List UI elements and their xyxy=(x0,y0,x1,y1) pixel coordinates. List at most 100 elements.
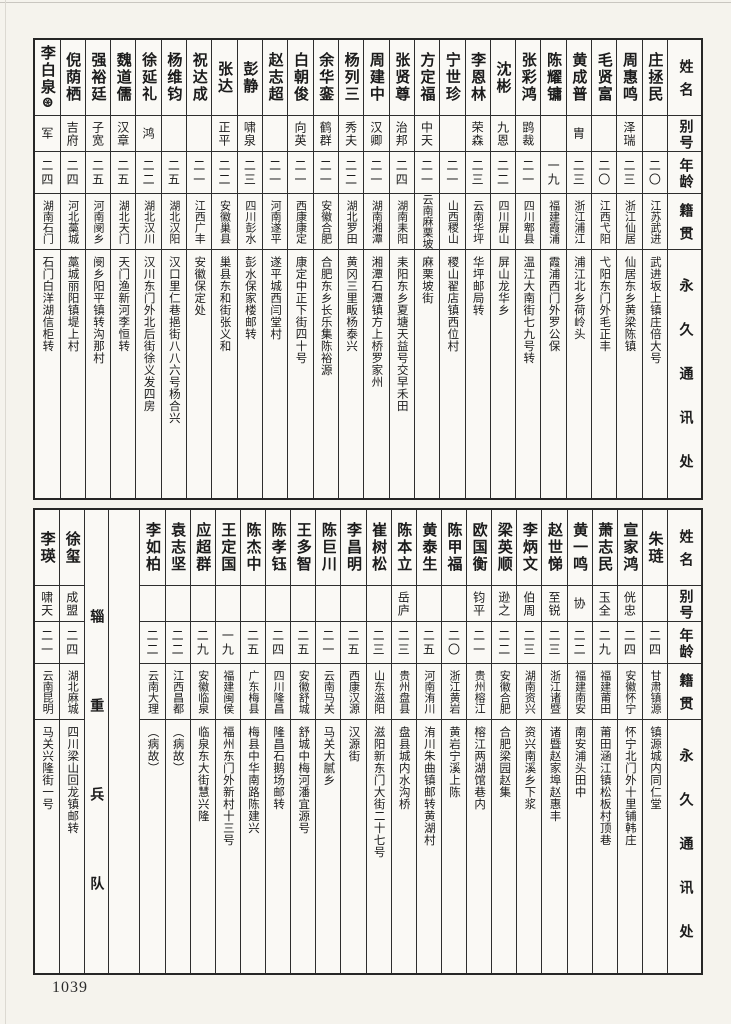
person-alias xyxy=(140,586,165,622)
person-age: 二一 xyxy=(467,622,492,664)
person-alias xyxy=(187,116,212,152)
person-age: 二二 xyxy=(212,152,237,194)
person-address: 湘潭石潭镇方上桥罗家州 xyxy=(370,256,383,388)
person-column: 魏道儒 汉章 二五 湖北天门 天门渔新河李恒转 xyxy=(110,40,136,498)
person-address: 榕江两湖馆巷内 xyxy=(473,726,486,810)
person-column: 白朝俊 向英 二一 西康康定 康定中正下街四十号 xyxy=(287,40,313,498)
person-address: 合肥东乡长乐集陈裕源 xyxy=(319,256,332,376)
person-address: 康定中正下街四十号 xyxy=(294,256,307,364)
person-name: 徐延礼 xyxy=(136,40,161,116)
person-alias: 子宽 xyxy=(85,116,111,152)
person-column: 李恩林 荣森 二三 云南华坪 华坪邮局转 xyxy=(464,40,490,498)
person-address: 舒城中梅河潘宜源号 xyxy=(297,726,310,834)
person-column: 徐延礼 鸿 二二 湖北汉川 汉川东门外北后街徐义发四房 xyxy=(135,40,161,498)
person-alias xyxy=(366,586,391,622)
person-address: 安徽保定处 xyxy=(193,256,206,316)
person-native-place: 西康汉源 xyxy=(341,664,366,720)
person-name: 李白泉⊛ xyxy=(35,40,60,116)
person-column: 张达 正平 二二 安徽巢县 巢县东和街张义和 xyxy=(211,40,237,498)
header-address-label: 永久通讯处 xyxy=(677,278,693,498)
person-native-place: 福建南安 xyxy=(567,664,592,720)
person-native-place: 江西昌都 xyxy=(165,664,190,720)
person-native-place: 湖南石门 xyxy=(35,194,60,250)
person-native-place: 湖北罗田 xyxy=(338,194,364,250)
person-age: 一九 xyxy=(215,622,240,664)
person-age: 二五 xyxy=(416,622,441,664)
header-native-label: 籍贯 xyxy=(668,194,701,250)
person-alias: 军 xyxy=(35,116,60,152)
person-native-place: 江苏武进 xyxy=(642,194,667,250)
person-age: 二四 xyxy=(266,622,291,664)
person-native-place: 贵州榕江 xyxy=(467,664,492,720)
person-age: 二四 xyxy=(617,622,642,664)
person-native-place: 浙江黄岩 xyxy=(441,664,466,720)
person-alias xyxy=(240,586,265,622)
person-alias: 至锐 xyxy=(542,586,567,622)
person-native-place: 河南阌乡 xyxy=(85,194,111,250)
person-name: 祝达成 xyxy=(187,40,212,116)
unit-divider-label: 辎重兵队 xyxy=(88,608,104,965)
person-name: 白朝俊 xyxy=(288,40,313,116)
person-native-place: 安徽怀宁 xyxy=(617,664,642,720)
person-name: 张贤尊 xyxy=(389,40,414,116)
person-native-place: 江西广丰 xyxy=(187,194,212,250)
person-column: 张彩鸿 鹍裁 二一 四川郫县 温江大南街七九号转 xyxy=(515,40,541,498)
header-alias-label: 别号 xyxy=(668,116,701,152)
person-column: 陈甲福 二〇 浙江黄岩 黄岩宁溪上陈 xyxy=(440,510,466,973)
empty-divider-column xyxy=(108,510,139,973)
person-alias: 啸泉 xyxy=(237,116,262,152)
person-name: 庄拯民 xyxy=(642,40,667,116)
person-alias: 成盟 xyxy=(60,586,85,622)
person-age: 二五 xyxy=(161,152,187,194)
person-name: 王多智 xyxy=(291,510,316,586)
person-age: 二二 xyxy=(492,622,517,664)
person-name: 杨维钧 xyxy=(161,40,187,116)
person-column: 周建中 汉卿 二一 湖南湘潭 湘潭石潭镇方上桥罗家州 xyxy=(363,40,389,498)
person-column: 杨列三 秀夫 二二 湖北罗田 黄冈三里畈杨泰兴 xyxy=(337,40,364,498)
registry-table-bottom: 姓名 别号 年龄 籍贯 永久通讯处 朱琏 二四 xyxy=(33,508,703,975)
person-name: 朱琏 xyxy=(642,510,667,586)
scan-edge-artifact xyxy=(0,2,731,3)
scan-edge-artifact xyxy=(5,0,6,1024)
person-name: 徐玺 xyxy=(60,510,85,586)
person-age: 二一 xyxy=(263,152,288,194)
person-alias: 荣森 xyxy=(465,116,490,152)
person-native-place: 湖南耒阳 xyxy=(389,194,414,250)
person-address: 汉川东门外北后街徐义发四房 xyxy=(142,256,155,412)
person-age: 二四 xyxy=(389,152,414,194)
person-age: 二三 xyxy=(237,152,262,194)
person-address: 怀宁北门外十里铺韩庄 xyxy=(623,726,636,846)
person-native-place: 四川彭水 xyxy=(237,194,262,250)
person-address: 南安浦头田中 xyxy=(573,726,586,798)
header-age-label: 年龄 xyxy=(668,152,701,194)
person-name: 倪荫栖 xyxy=(60,40,85,116)
person-age: 二三 xyxy=(465,152,490,194)
person-name: 宁世珍 xyxy=(440,40,465,116)
person-age: 二三 xyxy=(391,622,416,664)
person-age: 二三 xyxy=(366,622,391,664)
person-name: 王定国 xyxy=(215,510,240,586)
person-native-place: 安徽合肥 xyxy=(492,664,517,720)
person-native-place: 云南昆明 xyxy=(35,664,60,720)
person-name: 应超群 xyxy=(190,510,215,586)
header-alias-label: 别号 xyxy=(668,586,701,622)
person-address: 梅县中华南路陈建兴 xyxy=(246,726,259,834)
person-alias: 啸天 xyxy=(35,586,60,622)
person-native-place: 湖北麻城 xyxy=(60,664,85,720)
person-address: 天门渔新河李恒转 xyxy=(117,256,130,352)
person-native-place: 河北藁城 xyxy=(60,194,85,250)
person-column: 李白泉⊛ 军 二四 湖南石门 石门白洋湖信柜转 xyxy=(35,40,60,498)
person-name: 赵志超 xyxy=(263,40,288,116)
person-address: 汉口里仁巷挹街八八六号杨合兴 xyxy=(167,256,180,424)
person-alias: 正平 xyxy=(212,116,237,152)
person-alias: 九恩 xyxy=(490,116,516,152)
header-column: 姓名 别号 年龄 籍贯 永久通讯处 xyxy=(667,40,701,498)
person-native-place: 安徽舒城 xyxy=(291,664,316,720)
person-age: 二二 xyxy=(338,152,364,194)
person-native-place: 湖北汉阳 xyxy=(161,194,187,250)
person-name: 陈甲福 xyxy=(441,510,466,586)
person-name: 李炳文 xyxy=(517,510,542,586)
person-address: 马关大腻乡 xyxy=(322,726,335,786)
person-native-place: 山东滋阳 xyxy=(366,664,391,720)
